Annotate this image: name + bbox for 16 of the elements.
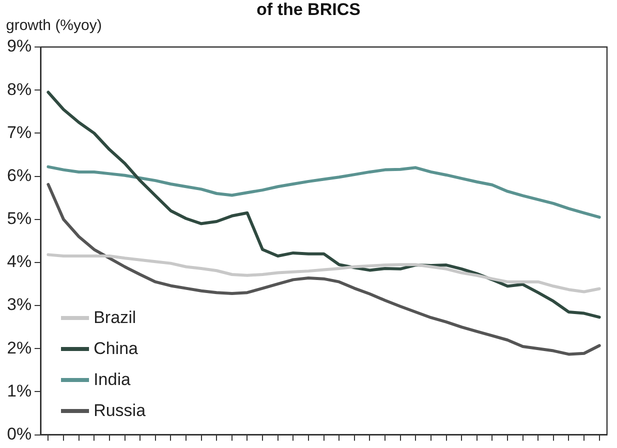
legend-label: India bbox=[94, 370, 130, 390]
y-tick-label: 6% bbox=[6, 166, 32, 185]
y-tick-label: 1% bbox=[6, 381, 32, 400]
y-tick-label: 3% bbox=[6, 295, 32, 314]
y-tick-label: 8% bbox=[6, 80, 32, 99]
y-axis-title: growth (%yoy) bbox=[6, 17, 102, 34]
y-tick-label: 9% bbox=[6, 36, 32, 56]
legend-label: Brazil bbox=[94, 308, 136, 328]
y-tick-label: 2% bbox=[6, 338, 32, 358]
chart-title: of the BRICS bbox=[256, 0, 360, 19]
y-tick-label: 7% bbox=[6, 122, 32, 142]
y-tick-label: 5% bbox=[6, 209, 32, 228]
legend-label: Russia bbox=[94, 401, 146, 422]
y-tick-label: 4% bbox=[6, 252, 32, 272]
legend-label: China bbox=[94, 339, 138, 360]
y-tick-label: 0% bbox=[6, 424, 32, 444]
